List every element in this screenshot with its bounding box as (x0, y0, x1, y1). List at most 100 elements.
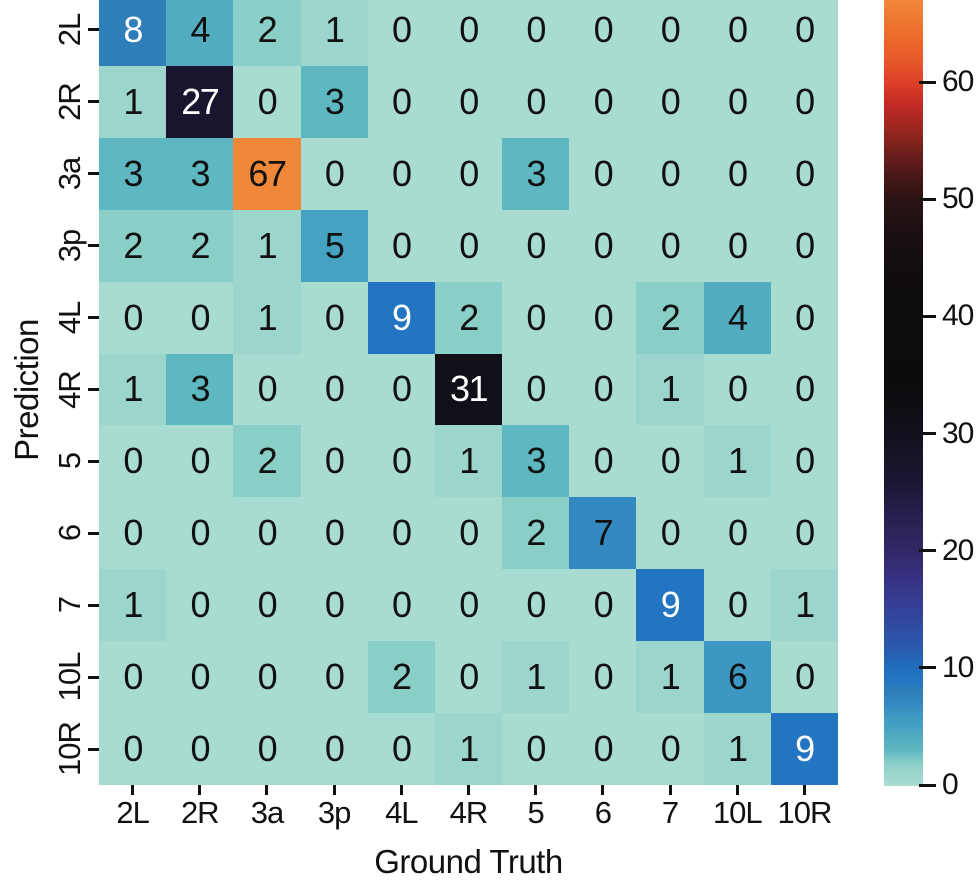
heatmap-cell-10L-3p: 0 (300, 641, 368, 714)
colorbar-tick-mark (919, 197, 936, 201)
y-tick-label-6: 6 (52, 525, 87, 542)
y-tick-mark (88, 747, 99, 751)
y-tick-label-2R: 2R (52, 83, 87, 121)
heatmap-cell-3a-7: 0 (636, 137, 704, 210)
heatmap-cell-4L-7: 2 (636, 281, 704, 354)
heatmap-cell-7-4R: 0 (434, 569, 503, 642)
heatmap-cell-2L-6: 0 (569, 0, 637, 66)
y-tick-mark (88, 675, 99, 679)
heatmap-cell-3p-2L: 2 (99, 209, 167, 282)
heatmap-cell-5-7: 0 (636, 425, 704, 498)
heatmap-cell-7-10R: 1 (770, 569, 838, 642)
heatmap-cell-3a-2L: 3 (99, 137, 167, 210)
colorbar-tick-label-20: 20 (942, 533, 974, 567)
heatmap-cell-10L-4R: 0 (434, 641, 503, 714)
heatmap-cell-6-6: 7 (569, 497, 637, 570)
colorbar-tick-label-40: 40 (942, 299, 974, 333)
heatmap-cell-2R-2L: 1 (99, 65, 167, 138)
x-tick-label-5: 5 (527, 795, 545, 830)
heatmap-cell-2R-4R: 0 (434, 65, 503, 138)
heatmap-cell-3a-2R: 3 (166, 137, 234, 210)
heatmap-cell-4L-10R: 0 (770, 281, 838, 354)
heatmap-cell-4R-4R: 31 (434, 353, 503, 426)
heatmap-cell-4L-2R: 0 (166, 281, 234, 354)
heatmap-cell-10L-2R: 0 (166, 641, 234, 714)
heatmap-cell-5-5: 3 (502, 425, 570, 498)
heatmap-cell-6-3a: 0 (233, 497, 301, 570)
heatmap-cell-4L-6: 0 (569, 281, 637, 354)
heatmap-cell-2L-10R: 0 (770, 0, 838, 66)
x-tick-label-2L: 2L (116, 795, 149, 830)
heatmap-cell-3a-5: 3 (502, 137, 570, 210)
heatmap-cell-3p-3a: 1 (233, 209, 301, 282)
x-tick-label-2R: 2R (180, 795, 220, 830)
heatmap-cell-5-10L: 1 (703, 425, 771, 498)
heatmap-cell-7-5: 0 (502, 569, 570, 642)
heatmap-cell-2R-3p: 3 (300, 65, 368, 138)
heatmap-cell-2R-7: 0 (636, 65, 704, 138)
heatmap-cell-7-2L: 1 (99, 569, 167, 642)
heatmap-cell-2L-7: 0 (636, 0, 704, 66)
heatmap-cell-4R-6: 0 (569, 353, 637, 426)
heatmap-cell-3a-3a: 67 (233, 137, 301, 210)
colorbar-tick-label-60: 60 (942, 65, 974, 98)
x-tick-mark (467, 785, 470, 795)
heatmap-cell-4L-2L: 0 (99, 281, 167, 354)
heatmap-cell-6-3p: 0 (300, 497, 368, 570)
heatmap-cell-10L-6: 0 (569, 641, 637, 714)
heatmap-cell-10R-10L: 1 (703, 713, 771, 785)
heatmap-grid: 8 4 2 1 0 0 0 0 0 0 0 1 27 0 3 0 0 0 0 0 0 0 3 3 67 0 0 0 3 0 0 0 0 2 2 1 5 0… (99, 0, 838, 785)
heatmap-cell-2R-5: 0 (502, 65, 570, 138)
heatmap-cell-2R-10L: 0 (703, 65, 771, 138)
heatmap-cell-3p-4R: 0 (434, 209, 503, 282)
heatmap-cell-3a-10R: 0 (770, 137, 838, 210)
heatmap-cell-10R-7: 0 (636, 713, 704, 785)
x-tick-label-4R: 4R (449, 795, 489, 830)
heatmap-cell-7-10L: 0 (703, 569, 771, 642)
heatmap-cell-2L-10L: 0 (703, 0, 771, 66)
x-axis-label: Ground Truth (374, 843, 563, 880)
heatmap-cell-2L-4L: 0 (367, 0, 435, 66)
heatmap-cell-2R-6: 0 (569, 65, 637, 138)
heatmap-cell-6-10L: 0 (703, 497, 771, 570)
heatmap-cell-6-4L: 0 (367, 497, 435, 570)
y-tick-label-7: 7 (52, 597, 87, 614)
y-tick-mark (88, 100, 99, 104)
heatmap-cell-10R-3a: 0 (233, 713, 301, 785)
y-tick-label-10R: 10R (52, 722, 87, 776)
heatmap-cell-10R-2R: 0 (166, 713, 234, 785)
heatmap-cell-10R-4R: 1 (434, 713, 503, 785)
heatmap-cell-7-7: 9 (636, 569, 704, 642)
heatmap-cell-3p-7: 0 (636, 209, 704, 282)
heatmap-cell-4R-4L: 0 (367, 353, 435, 426)
colorbar-tick-label-10: 10 (942, 650, 974, 684)
heatmap-cell-2L-3p: 1 (300, 0, 368, 66)
heatmap-cell-5-6: 0 (569, 425, 637, 498)
heatmap-cell-10L-10R: 0 (770, 641, 838, 714)
y-tick-mark (88, 244, 99, 248)
y-tick-label-10L: 10L (52, 652, 87, 702)
heatmap-cell-10L-7: 1 (636, 641, 704, 714)
x-tick-mark (735, 785, 739, 795)
x-tick-label-4L: 4L (385, 795, 418, 830)
y-tick-label-5: 5 (52, 453, 87, 470)
y-tick-mark (88, 603, 99, 607)
heatmap-cell-3a-3p: 0 (300, 137, 368, 210)
x-tick-mark (802, 785, 806, 795)
heatmap-cell-3a-6: 0 (569, 137, 637, 210)
x-tick-mark (399, 785, 403, 795)
colorbar-tick-mark (919, 666, 936, 670)
heatmap-cell-4L-5: 0 (502, 281, 570, 354)
y-tick-mark (88, 316, 99, 320)
x-tick-mark (198, 785, 202, 795)
heatmap-cell-6-2L: 0 (99, 497, 167, 570)
heatmap-cell-3a-10L: 0 (703, 137, 771, 210)
heatmap-cell-3p-10L: 0 (703, 209, 771, 282)
heatmap-cell-3p-5: 0 (502, 209, 570, 282)
heatmap-cell-5-4R: 1 (434, 425, 503, 498)
heatmap-cell-10L-4L: 2 (367, 641, 435, 714)
x-tick-mark (265, 785, 269, 795)
heatmap-cell-4L-3p: 0 (300, 281, 368, 354)
heatmap-cell-2R-10R: 0 (770, 65, 838, 138)
heatmap-cell-4L-4R: 2 (434, 281, 503, 354)
